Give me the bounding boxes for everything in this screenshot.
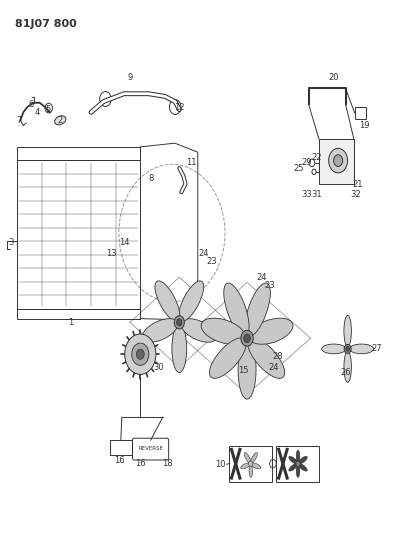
- Ellipse shape: [248, 338, 285, 378]
- Ellipse shape: [238, 341, 256, 399]
- Circle shape: [346, 346, 349, 351]
- Circle shape: [244, 334, 250, 343]
- Ellipse shape: [249, 318, 293, 344]
- Bar: [229, 446, 272, 482]
- Text: 31: 31: [311, 190, 322, 199]
- Text: 22: 22: [311, 153, 322, 162]
- Text: 6: 6: [29, 100, 34, 109]
- Ellipse shape: [298, 464, 307, 471]
- Text: 32: 32: [351, 190, 361, 199]
- Ellipse shape: [155, 281, 180, 321]
- Text: 15: 15: [238, 366, 248, 375]
- Text: 14: 14: [119, 238, 129, 247]
- Ellipse shape: [179, 281, 204, 321]
- Text: 26: 26: [340, 368, 351, 377]
- Ellipse shape: [172, 325, 187, 373]
- Bar: [17, 309, 140, 319]
- Text: 3: 3: [8, 238, 14, 247]
- Ellipse shape: [251, 463, 261, 469]
- Text: 23: 23: [207, 257, 218, 265]
- Text: 30: 30: [153, 363, 164, 372]
- Circle shape: [296, 461, 300, 466]
- Text: 19: 19: [359, 121, 369, 130]
- Ellipse shape: [55, 116, 66, 125]
- Bar: [276, 446, 319, 482]
- Text: 21: 21: [353, 180, 363, 189]
- Ellipse shape: [344, 351, 351, 382]
- Text: 5: 5: [45, 105, 51, 114]
- Circle shape: [125, 334, 156, 374]
- Circle shape: [136, 349, 144, 359]
- Circle shape: [329, 148, 348, 173]
- Bar: [110, 440, 132, 455]
- Ellipse shape: [245, 283, 270, 336]
- Ellipse shape: [298, 456, 307, 464]
- Ellipse shape: [344, 316, 351, 346]
- Text: 2: 2: [58, 116, 63, 125]
- Text: 17: 17: [207, 318, 218, 327]
- Ellipse shape: [289, 464, 297, 471]
- Ellipse shape: [296, 464, 300, 478]
- Text: 18: 18: [162, 459, 172, 467]
- Ellipse shape: [224, 283, 249, 336]
- Ellipse shape: [201, 318, 245, 344]
- Text: 24: 24: [199, 249, 209, 258]
- Ellipse shape: [251, 453, 258, 463]
- Ellipse shape: [289, 456, 297, 464]
- Text: 20: 20: [328, 73, 339, 82]
- Text: 16: 16: [135, 459, 145, 467]
- Text: 23: 23: [265, 280, 275, 289]
- Text: 7: 7: [16, 116, 22, 125]
- Text: 29: 29: [301, 158, 312, 167]
- Text: REVERSE: REVERSE: [138, 446, 163, 451]
- Circle shape: [344, 344, 351, 353]
- Circle shape: [249, 461, 253, 466]
- Text: 8: 8: [148, 174, 153, 183]
- Bar: [355, 107, 366, 119]
- Bar: [319, 139, 354, 184]
- Circle shape: [241, 330, 253, 346]
- Text: 4: 4: [35, 108, 40, 117]
- Text: 1: 1: [68, 318, 73, 327]
- Text: 33: 33: [301, 190, 312, 199]
- Ellipse shape: [241, 463, 250, 469]
- Bar: [17, 160, 140, 309]
- Text: 27: 27: [371, 344, 382, 353]
- Ellipse shape: [142, 319, 178, 342]
- Text: 24: 24: [256, 273, 267, 281]
- Circle shape: [174, 316, 185, 329]
- Circle shape: [334, 155, 343, 166]
- Circle shape: [132, 343, 149, 365]
- Ellipse shape: [349, 344, 374, 354]
- Text: 25: 25: [293, 164, 304, 173]
- Ellipse shape: [322, 344, 346, 354]
- Text: 11: 11: [186, 158, 197, 167]
- Text: 10: 10: [215, 460, 226, 469]
- Text: 81J07 800: 81J07 800: [15, 19, 77, 29]
- Text: 12: 12: [174, 102, 185, 111]
- Ellipse shape: [296, 450, 300, 463]
- Bar: [17, 147, 140, 160]
- Text: 16: 16: [115, 456, 125, 465]
- Ellipse shape: [209, 338, 246, 378]
- Text: 28: 28: [273, 352, 283, 361]
- Text: 13: 13: [106, 249, 117, 258]
- Ellipse shape: [244, 453, 251, 463]
- Text: 24: 24: [269, 363, 279, 372]
- Ellipse shape: [249, 464, 253, 478]
- Circle shape: [177, 319, 182, 326]
- Text: 9: 9: [127, 73, 133, 82]
- Ellipse shape: [181, 319, 216, 342]
